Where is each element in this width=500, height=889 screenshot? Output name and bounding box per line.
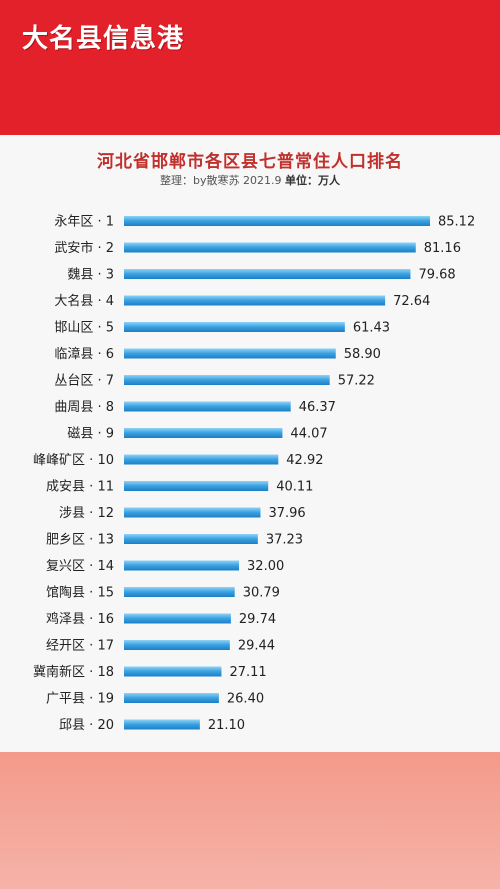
- bar: [124, 693, 219, 703]
- category-label: 磁县 · 9: [67, 427, 114, 442]
- bar: [124, 481, 269, 491]
- category-label: 肥乡区 · 13: [46, 533, 114, 548]
- bar: [124, 560, 240, 571]
- value-label: 26.40: [227, 692, 264, 707]
- category-label: 广平县 · 19: [46, 692, 114, 707]
- category-label: 峰峰矿区 · 10: [33, 453, 114, 468]
- category-label: 魏县 · 3: [67, 268, 114, 283]
- category-label: 涉县 · 12: [59, 506, 114, 521]
- bar: [124, 322, 345, 332]
- bar: [124, 428, 283, 438]
- value-label: 27.11: [229, 665, 266, 680]
- value-label: 58.90: [344, 347, 381, 362]
- category-label: 丛台区 · 7: [54, 374, 114, 389]
- brand-title: 大名县信息港: [22, 24, 185, 54]
- value-label: 21.10: [208, 718, 245, 733]
- bar: [124, 401, 291, 412]
- value-label: 42.92: [286, 453, 323, 468]
- footer-band: [0, 752, 500, 889]
- value-label: 81.16: [424, 241, 461, 256]
- bar: [124, 295, 386, 306]
- category-label: 曲周县 · 8: [54, 400, 114, 415]
- unit-value: 万人: [317, 174, 340, 187]
- category-label: 经开区 · 17: [46, 639, 114, 654]
- value-label: 29.74: [239, 612, 276, 627]
- category-label: 邯山区 · 5: [54, 321, 114, 336]
- bar: [124, 348, 336, 359]
- value-label: 37.96: [268, 506, 305, 521]
- category-label: 邱县 · 20: [59, 718, 114, 733]
- category-label: 复兴区 · 14: [46, 559, 114, 574]
- bar: [124, 719, 200, 730]
- bar-chart: 永年区 · 1 85.12 武安市 · 2 81.16 魏县 · 3 79.68 大名县 ·…: [33, 215, 475, 734]
- chart-title: 河北省邯郸市各区县七普常住人口排名: [97, 152, 403, 172]
- bar: [124, 507, 261, 518]
- value-label: 37.23: [266, 533, 303, 548]
- value-label: 57.22: [338, 374, 375, 389]
- value-label: 32.00: [247, 559, 284, 574]
- value-label: 72.64: [393, 294, 430, 309]
- value-label: 30.79: [243, 586, 280, 601]
- bar: [124, 454, 279, 465]
- chart-card: 河北省邯郸市各区县七普常住人口排名 整理：by散寒苏 2021.9 单位：万人 …: [0, 135, 500, 752]
- category-label: 永年区 · 1: [54, 215, 114, 230]
- chart-credit: 整理：by散寒苏 2021.9: [160, 174, 282, 187]
- category-label: 武安市 · 2: [54, 240, 114, 256]
- chart-subtitle: 整理：by散寒苏 2021.9 单位：万人: [0, 172, 500, 188]
- value-label: 29.44: [238, 639, 275, 654]
- value-label: 40.11: [276, 480, 313, 495]
- category-label: 成安县 · 11: [46, 480, 114, 495]
- bar: [124, 269, 411, 279]
- value-label: 85.12: [438, 215, 475, 230]
- unit-label: 单位：: [284, 174, 318, 187]
- bar: [124, 534, 258, 544]
- category-label: 鸡泽县 · 16: [46, 611, 114, 627]
- category-label: 临漳县 · 6: [54, 346, 114, 362]
- bar: [124, 587, 235, 597]
- bar: [124, 640, 230, 650]
- value-label: 46.37: [299, 400, 336, 415]
- bar: [124, 242, 416, 253]
- category-label: 馆陶县 · 15: [46, 585, 114, 601]
- bar: [124, 216, 430, 226]
- bar: [124, 613, 231, 624]
- value-label: 44.07: [290, 427, 327, 442]
- bar: [124, 666, 222, 677]
- header-banner: 大名县信息港: [0, 0, 500, 135]
- category-label: 大名县 · 4: [54, 293, 114, 309]
- category-label: 冀南新区 · 18: [33, 664, 114, 680]
- value-label: 61.43: [353, 321, 390, 336]
- value-label: 79.68: [418, 268, 455, 283]
- bar: [124, 375, 330, 385]
